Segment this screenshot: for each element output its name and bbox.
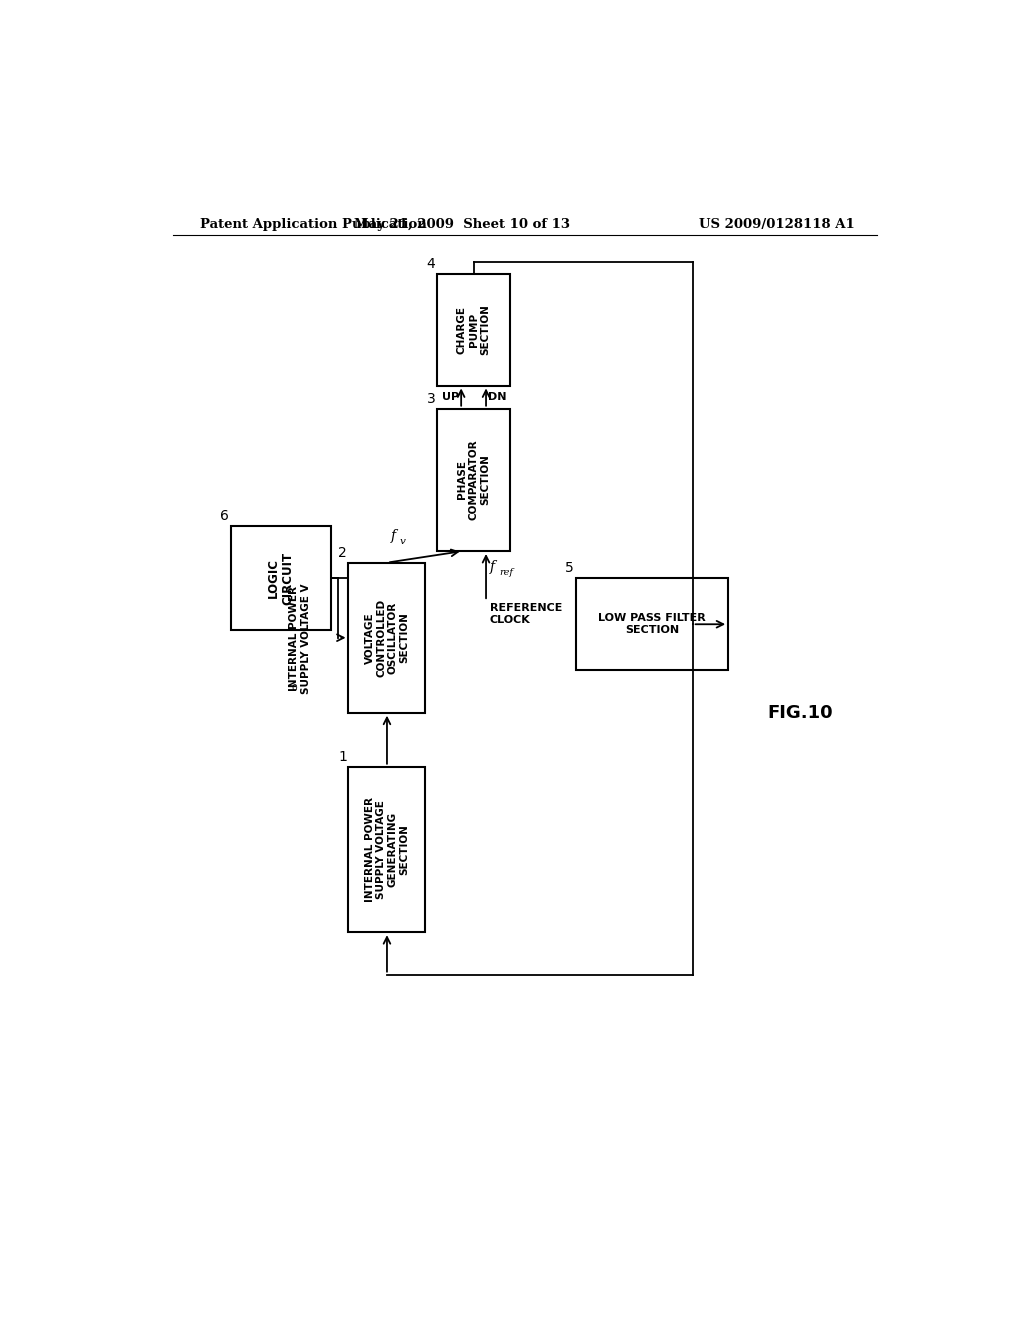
Text: Patent Application Publication: Patent Application Publication xyxy=(200,218,427,231)
Text: 6: 6 xyxy=(220,510,229,524)
Text: REFERENCE
CLOCK: REFERENCE CLOCK xyxy=(489,603,562,626)
Text: UP: UP xyxy=(441,392,459,403)
Text: INTERNAL POWER
SUPPLY VOLTAGE V: INTERNAL POWER SUPPLY VOLTAGE V xyxy=(289,583,310,694)
Bar xyxy=(575,578,728,671)
Text: PHASE
COMPARATOR
SECTION: PHASE COMPARATOR SECTION xyxy=(457,440,490,520)
Text: 5: 5 xyxy=(565,561,574,576)
Text: LOW PASS FILTER
SECTION: LOW PASS FILTER SECTION xyxy=(598,614,706,635)
Text: 4: 4 xyxy=(427,257,435,271)
Text: US 2009/0128118 A1: US 2009/0128118 A1 xyxy=(698,218,854,231)
Text: 1: 1 xyxy=(338,750,347,763)
Text: CHARGE
PUMP
SECTION: CHARGE PUMP SECTION xyxy=(457,305,490,355)
Text: f: f xyxy=(489,560,495,574)
Text: v: v xyxy=(400,537,406,545)
Text: VOLTAGE
CONTROLLED
OSCILLATOR
SECTION: VOLTAGE CONTROLLED OSCILLATOR SECTION xyxy=(365,599,410,677)
Text: INTERNAL POWER
SUPPLY VOLTAGE
GENERATING
SECTION: INTERNAL POWER SUPPLY VOLTAGE GENERATING… xyxy=(365,797,410,902)
Text: f: f xyxy=(391,529,396,544)
Text: ref: ref xyxy=(499,569,513,577)
Text: DN: DN xyxy=(488,392,507,403)
Bar xyxy=(230,527,331,631)
Bar xyxy=(437,275,510,385)
Text: LOGIC
CIRCUIT: LOGIC CIRCUIT xyxy=(266,552,295,605)
Bar xyxy=(348,562,425,713)
Text: FIG.10: FIG.10 xyxy=(768,704,834,722)
Bar xyxy=(348,767,425,932)
Bar xyxy=(437,409,510,552)
Text: May 21, 2009  Sheet 10 of 13: May 21, 2009 Sheet 10 of 13 xyxy=(353,218,569,231)
Text: 2: 2 xyxy=(338,545,347,560)
Text: 0: 0 xyxy=(291,685,297,693)
Text: 3: 3 xyxy=(427,392,435,405)
